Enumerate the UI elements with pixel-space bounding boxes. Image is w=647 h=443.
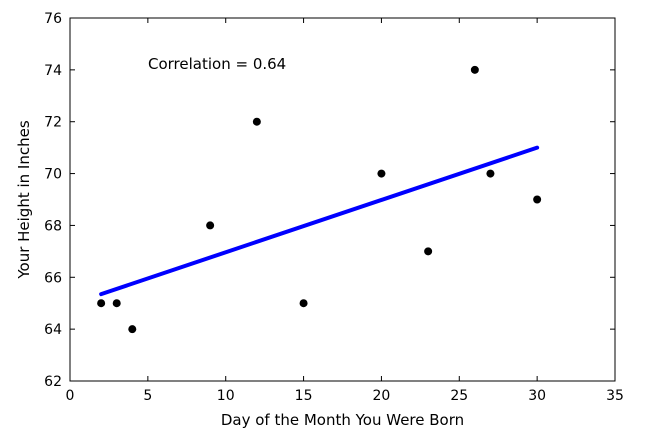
data-point [252,117,261,126]
x-tick-label: 35 [606,388,624,404]
y-tick-label: 72 [44,115,62,131]
x-axis-label: Day of the Month You Were Born [221,411,464,429]
correlation-annotation: Correlation = 0.64 [148,55,286,73]
x-ticks: 0 5 10 15 20 25 30 35 [66,18,624,404]
data-point [97,299,106,308]
data-point [206,221,215,230]
y-tick-label: 76 [44,11,62,27]
y-axis-label: Your Height in Inches [15,120,33,279]
data-point [424,247,433,256]
y-tick-label: 68 [44,218,62,234]
x-tick-label: 5 [143,388,152,404]
data-point [299,299,308,308]
data-point [533,195,542,204]
x-tick-label: 10 [217,388,235,404]
y-tick-label: 74 [44,63,62,79]
data-point [377,169,386,178]
y-tick-label: 62 [44,374,62,390]
data-point [486,169,495,178]
x-tick-label: 0 [66,388,75,404]
y-tick-label: 66 [44,270,62,286]
trendline-layer [99,145,540,297]
x-tick-label: 30 [528,388,546,404]
data-point [128,325,137,334]
trendline [99,145,540,297]
x-tick-label: 20 [373,388,391,404]
data-point [470,65,479,74]
x-tick-label: 25 [450,388,468,404]
points-layer [97,65,542,334]
x-tick-label: 15 [295,388,313,404]
data-point [112,299,121,308]
y-tick-label: 70 [44,167,62,183]
y-ticks: 62 64 66 68 70 72 74 76 [44,11,615,390]
plot-frame [69,17,616,382]
y-tick-label: 64 [44,322,62,338]
